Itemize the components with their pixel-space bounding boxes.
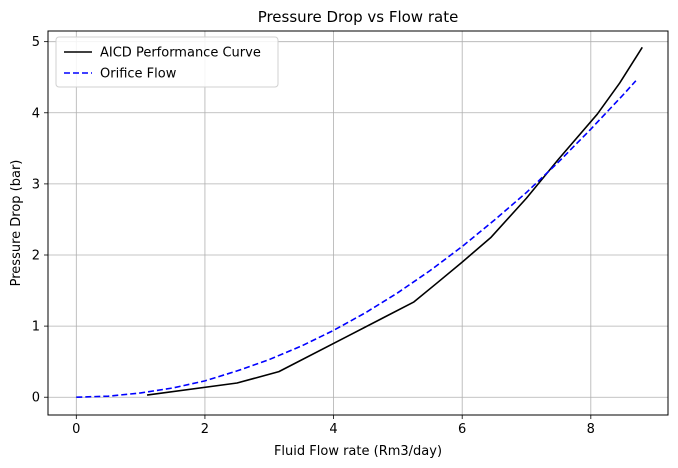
x-tick-label: 8: [587, 422, 595, 437]
legend-label: AICD Performance Curve: [100, 46, 261, 61]
grid: [48, 31, 668, 415]
series-line-2: [76, 80, 637, 399]
x-tick-label: 6: [458, 422, 466, 437]
series-layer: [76, 46, 643, 399]
legend-box: [55, 36, 279, 88]
y-tick-label: 0: [32, 391, 40, 406]
x-tick-label: 2: [201, 422, 209, 437]
x-tick-label: 0: [72, 422, 80, 437]
y-tick-label: 5: [32, 35, 40, 50]
legend: AICD Performance Curve Orifice Flow: [55, 36, 279, 88]
chart-title: Pressure Drop vs Flow rate: [258, 8, 459, 26]
x-axis-label: Fluid Flow rate (Rm3/day): [274, 444, 442, 459]
y-tick-label: 3: [32, 177, 40, 192]
y-tick-label: 1: [32, 320, 40, 335]
series-line-1: [146, 46, 643, 396]
legend-label: Orifice Flow: [100, 67, 177, 82]
y-axis-label: Pressure Drop (bar): [9, 160, 24, 287]
plot-frame: [47, 30, 669, 416]
y-tick-label: 4: [32, 106, 40, 121]
x-tick-label: 4: [329, 422, 337, 437]
ticks: 0 2 4 6 8 0 1 2 3 4 5: [32, 35, 595, 437]
y-tick-label: 2: [32, 249, 40, 264]
